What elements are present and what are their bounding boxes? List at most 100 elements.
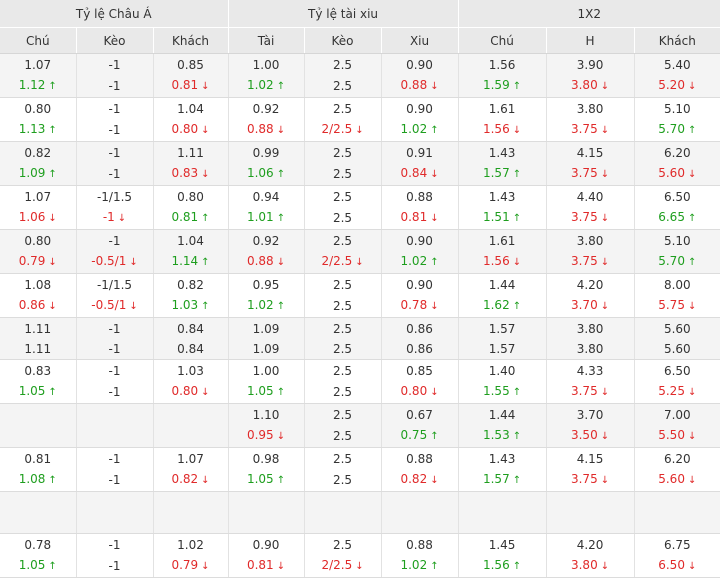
- odds-cell-opening: 1.43: [458, 141, 547, 163]
- odds-cell-live: [153, 513, 229, 534]
- odds-cell-opening: 6.50: [663, 364, 691, 378]
- odds-cell-live: 0.95 ↓: [228, 425, 305, 448]
- odds-row-opening: 1.10 2.5 0.67 1.44 3.70 7.00: [0, 403, 720, 425]
- odds-value: 1.02: [400, 558, 428, 572]
- odds-cell-live: 5.60: [634, 339, 720, 360]
- arrow-up-icon: ↑: [687, 257, 697, 268]
- arrow-up-icon: ↑: [687, 213, 697, 224]
- arrow-up-icon: ↑: [276, 301, 286, 312]
- arrow-up-icon: ↑: [201, 257, 210, 268]
- odds-cell-opening: 3.90: [546, 53, 635, 75]
- odds-value: 0.88: [400, 78, 428, 92]
- arrow-down-icon: ↓: [201, 169, 210, 180]
- odds-value: 2/2.5: [321, 558, 353, 572]
- odds-value: 0.84: [177, 342, 204, 356]
- arrow-up-icon: ↑: [430, 561, 439, 572]
- odds-cell-live: 1.55 ↑: [458, 381, 547, 404]
- odds-cell-live: 3.80 ↓: [546, 555, 635, 578]
- arrow-down-icon: ↓: [430, 301, 439, 312]
- odds-value: 5.70: [658, 254, 685, 268]
- odds-value: 6.50: [658, 558, 685, 572]
- odds-value: 0.80: [171, 122, 199, 136]
- odds-cell-live: 1.02 ↑: [381, 251, 459, 274]
- odds-cell-opening: 1.45: [458, 533, 547, 555]
- arrow-down-icon: ↓: [201, 81, 210, 92]
- odds-value: 3.75: [570, 472, 598, 486]
- odds-cell-opening: -1/1.5: [76, 273, 154, 295]
- odds-row-opening: [0, 491, 720, 513]
- arrow-down-icon: ↓: [48, 257, 57, 268]
- odds-cell-opening: 0.88: [381, 185, 459, 207]
- arrow-up-icon: ↑: [430, 125, 439, 136]
- arrow-down-icon: ↓: [201, 387, 210, 398]
- odds-value: 2/2.5: [321, 122, 353, 136]
- arrow-down-icon: ↓: [201, 561, 210, 572]
- odds-cell-live: 2.5: [304, 425, 382, 448]
- odds-cell-opening: 0.81: [0, 447, 77, 469]
- odds-cell-opening: 0.91: [381, 141, 459, 163]
- odds-cell-live: 1.09 ↑: [0, 163, 77, 186]
- odds-value: 1.03: [171, 298, 199, 312]
- odds-cell-opening: 4.15: [546, 447, 635, 469]
- odds-cell-opening: -1: [76, 53, 154, 75]
- odds-table-body: 1.07 -1 0.85 1.00 2.5 0.90 1.56 3.90 5.40 1.12 ↑ -1…: [0, 53, 720, 578]
- odds-cell-live: -0.5/1 ↓: [76, 295, 154, 318]
- odds-value: 5.60: [658, 472, 685, 486]
- odds-cell-opening: 0.99: [228, 141, 305, 163]
- odds-cell-live: [458, 513, 547, 534]
- odds-value: -1: [108, 342, 121, 356]
- odds-value: 1.06: [18, 210, 46, 224]
- arrow-down-icon: ↓: [129, 301, 138, 312]
- odds-cell-live: 1.01 ↑: [228, 207, 305, 230]
- odds-cell-live: 3.75 ↓: [546, 251, 635, 274]
- odds-cell-live: [0, 513, 77, 534]
- odds-cell-live: -1: [76, 163, 154, 186]
- odds-cell-opening: [458, 491, 547, 513]
- odds-cell-opening: 0.82: [153, 273, 229, 295]
- odds-value: -1: [102, 210, 115, 224]
- odds-value: 0.78: [400, 298, 428, 312]
- arrow-up-icon: ↑: [201, 213, 210, 224]
- odds-cell-opening: 2.5: [304, 403, 382, 425]
- odds-cell-live: 1.62 ↑: [458, 295, 547, 318]
- odds-row-opening: 0.83 -1 1.03 1.00 2.5 0.85 1.40 4.33 6.50: [0, 359, 720, 381]
- odds-value: -1: [108, 79, 121, 93]
- arrow-up-icon: ↑: [48, 475, 57, 486]
- arrow-up-icon: ↑: [276, 387, 286, 398]
- odds-value: 0.80: [400, 384, 428, 398]
- odds-value: -1: [108, 559, 121, 573]
- odds-cell-live: 0.81 ↓: [228, 555, 305, 578]
- odds-row-opening: 0.82 -1 1.11 0.99 2.5 0.91 1.43 4.15 6.20: [0, 141, 720, 163]
- odds-cell-live: -1: [76, 555, 154, 578]
- odds-cell-opening: 2.5: [304, 447, 382, 469]
- odds-cell-opening: 1.43: [458, 185, 547, 207]
- odds-value: -1: [108, 123, 121, 137]
- odds-cell-opening: 1.11: [153, 141, 229, 163]
- odds-cell-opening: 6.50: [663, 190, 691, 204]
- odds-cell-live: -0.5/1 ↓: [76, 251, 154, 274]
- odds-value: 1.57: [488, 342, 516, 356]
- odds-cell-opening: 2.5: [304, 273, 382, 295]
- odds-value: 6.65: [658, 210, 685, 224]
- odds-cell-live: 1.57 ↑: [458, 469, 547, 492]
- arrow-up-icon: ↑: [512, 475, 522, 486]
- arrow-up-icon: ↑: [276, 475, 286, 486]
- group-1x2: 1X2: [458, 0, 720, 28]
- odds-cell-opening: 5.10: [634, 229, 720, 251]
- odds-cell-opening: 0.98: [228, 447, 305, 469]
- odds-cell-opening: 1.10: [228, 403, 305, 425]
- odds-cell-live: 1.14 ↑: [153, 251, 229, 274]
- odds-table-header: Tỷ lệ Châu Á Tỷ lệ tài xiu 1X2 Chú Kèo K…: [0, 0, 720, 54]
- odds-cell-live: 5.70 ↑: [634, 251, 720, 274]
- odds-value: 1.05: [246, 384, 274, 398]
- odds-cell-opening: 1.00: [228, 359, 305, 381]
- odds-value: 2.5: [332, 167, 353, 181]
- odds-cell-live: [546, 513, 635, 534]
- odds-value: 2.5: [332, 429, 353, 443]
- odds-cell-opening: 1.44: [458, 403, 547, 425]
- odds-cell-live: 1.57: [458, 339, 547, 360]
- odds-cell-live: 1.06 ↓: [0, 207, 77, 230]
- odds-value: 3.80: [576, 342, 604, 356]
- odds-cell-opening: 4.40: [546, 185, 635, 207]
- odds-cell-live: 3.50 ↓: [546, 425, 635, 448]
